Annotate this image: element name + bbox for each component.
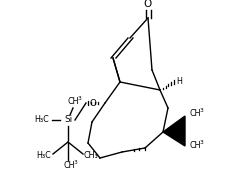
Text: CH: CH: [189, 110, 201, 118]
Text: CH₃: CH₃: [84, 150, 99, 160]
Text: 3: 3: [77, 97, 81, 102]
Text: CH: CH: [189, 140, 201, 150]
Text: CH: CH: [64, 161, 76, 169]
Text: CH: CH: [67, 97, 79, 107]
Text: O: O: [144, 0, 152, 9]
Text: H: H: [176, 78, 182, 86]
Text: H₃C: H₃C: [34, 116, 49, 124]
Polygon shape: [163, 116, 185, 146]
Text: 3: 3: [199, 108, 203, 113]
Text: O: O: [89, 99, 96, 108]
Text: 3: 3: [74, 160, 78, 164]
Text: 3: 3: [199, 140, 203, 145]
Text: H₃C: H₃C: [36, 150, 51, 160]
Text: Si: Si: [64, 116, 72, 124]
